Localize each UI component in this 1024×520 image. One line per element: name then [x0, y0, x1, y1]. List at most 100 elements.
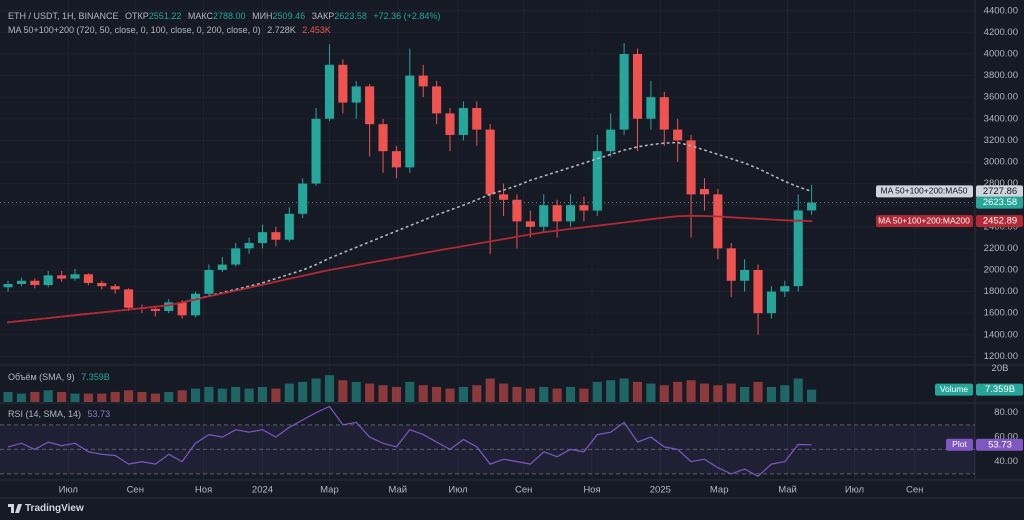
candle-body: [592, 151, 602, 211]
ma-value-badge: [976, 185, 1023, 198]
volume-bar: [177, 390, 187, 402]
y-tick-label: 1200.00: [984, 351, 1018, 362]
open-value: 2551.22: [148, 11, 182, 21]
volume-bar: [659, 385, 669, 402]
volume-bar: [458, 386, 468, 402]
candle-body: [164, 302, 174, 312]
volume-bar: [298, 381, 308, 402]
candle-body: [780, 286, 790, 292]
volume-bar: [766, 386, 776, 402]
volume-bar: [204, 386, 214, 402]
volume-title: Объём (SMA, 9): [8, 372, 75, 382]
volume-name: Volume: [940, 384, 969, 394]
volume-legend: Объём (SMA, 9) 7.359B: [8, 372, 114, 382]
volume-bar: [70, 393, 80, 402]
volume-bar: [30, 391, 40, 402]
footer: TradingView: [8, 503, 84, 514]
y-tick-label: 3600.00: [984, 92, 1018, 103]
volume-bar: [3, 391, 13, 402]
ma-title: MA 50+100+200 (720, 50, close, 0, 100, c…: [8, 25, 261, 35]
y-tick-label: 4400.00: [984, 5, 1018, 16]
ma-name: MA 50+100+200:MA50: [881, 186, 968, 196]
x-tick-label: Июл: [448, 485, 467, 496]
rsi-value-label: 53.73: [988, 439, 1012, 450]
rsi-line: [7, 405, 812, 478]
candle-body: [190, 293, 201, 316]
candle-body: [70, 274, 80, 279]
candle-body: [391, 151, 401, 168]
volume-bar: [97, 393, 107, 402]
rsi-name-badge: [946, 438, 973, 451]
volume-bar: [525, 388, 535, 402]
volume-value: 7.359B: [81, 372, 110, 382]
last-price: 2623.58: [983, 197, 1017, 208]
y-tick-label: 2200.00: [984, 243, 1018, 254]
candle-body: [57, 275, 67, 279]
candle-body: [43, 275, 53, 286]
volume-bar: [606, 380, 616, 402]
x-tick-label: Ноя: [195, 485, 212, 496]
volume-bar: [552, 388, 562, 402]
low-label: МИН: [252, 11, 273, 21]
candle-body: [565, 205, 576, 222]
x-tick-label: Сен: [906, 485, 923, 496]
ma-name: MA 50+100+200:MA200: [878, 215, 970, 225]
volume-bar: [646, 383, 656, 402]
candle-body: [472, 107, 482, 130]
ma-value: 2727.86: [983, 186, 1017, 197]
x-tick-label: 2025: [650, 485, 671, 496]
x-tick-label: Май: [778, 485, 797, 496]
volume-bar: [472, 385, 482, 402]
candle-body: [673, 129, 683, 141]
candle-body: [646, 97, 656, 119]
candle-body: [432, 86, 442, 114]
volume-bar: [338, 380, 348, 402]
y-tick-label: 1400.00: [984, 329, 1018, 340]
volume-bar: [124, 390, 134, 402]
volume-bar: [150, 393, 160, 402]
volume-name-badge: [935, 383, 973, 396]
x-tick-label: Мар: [710, 485, 729, 496]
low-value: 2509.46: [272, 11, 306, 21]
rsi-tick-label: 80.00: [994, 407, 1018, 418]
high-value: 2788.00: [213, 11, 246, 21]
candle-body: [311, 118, 321, 184]
volume-bar: [365, 383, 375, 402]
volume-bar: [713, 385, 723, 402]
volume-bar: [244, 388, 254, 402]
candle-body: [485, 129, 495, 195]
candle-body: [97, 282, 107, 287]
candle-body: [445, 113, 455, 135]
volume-bar: [619, 378, 629, 402]
candle-body: [16, 280, 26, 285]
x-tick-label: Мар: [320, 485, 339, 496]
volume-bar: [257, 386, 268, 402]
candle-body: [632, 53, 643, 119]
rsi-title: RSI (14, SMA, 14): [8, 409, 82, 419]
open-label: ОТКР: [125, 11, 149, 21]
moving-average: [7, 214, 813, 324]
candle-body: [324, 64, 335, 119]
y-tick-label: 4200.00: [984, 27, 1018, 38]
rsi-tick-label: 60.00: [994, 432, 1018, 443]
volume-bar: [753, 381, 763, 402]
candle-body: [766, 291, 776, 314]
volume-bar: [57, 391, 67, 402]
ma200-value: 2.453K: [302, 25, 331, 35]
y-tick-label: 3400.00: [984, 113, 1018, 124]
candle-body: [338, 64, 348, 103]
volume-tick-label: 20B: [992, 363, 1009, 374]
volume-bar: [405, 381, 415, 402]
candle-body: [552, 205, 562, 222]
volume-bar: [110, 391, 120, 402]
y-tick-label: 3800.00: [984, 70, 1018, 81]
candle-body: [298, 183, 308, 214]
volume-bar: [432, 386, 442, 402]
y-tick-label: 2000.00: [984, 264, 1018, 275]
x-tick-label: Июл: [845, 485, 864, 496]
ma50-value: 2.728K: [267, 25, 296, 35]
candle-body: [365, 86, 375, 125]
volume-bar: [592, 381, 602, 402]
candle-body: [378, 124, 388, 152]
